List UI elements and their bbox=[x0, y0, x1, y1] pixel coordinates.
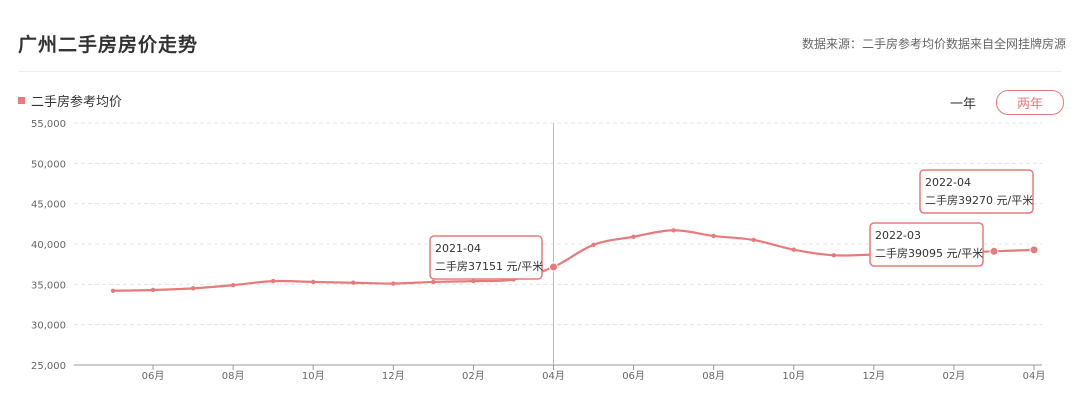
range-toggle: 一年 两年 bbox=[946, 90, 1064, 115]
tooltip-box bbox=[429, 235, 543, 280]
data-point[interactable] bbox=[791, 247, 796, 252]
y-tick-label: 45,000 bbox=[31, 200, 66, 211]
header-divider bbox=[18, 71, 1062, 72]
tooltip-value: 二手房37151 元/平米 bbox=[435, 259, 543, 273]
data-point[interactable] bbox=[711, 233, 716, 239]
data-point[interactable] bbox=[831, 253, 836, 258]
data-point[interactable] bbox=[150, 287, 156, 293]
x-tick-label: 06月 bbox=[142, 370, 165, 382]
tooltip-date: 2021-04 bbox=[435, 242, 481, 255]
x-tick-label: 10月 bbox=[782, 370, 805, 382]
y-tick-label: 35,000 bbox=[31, 280, 66, 291]
x-tick-label: 08月 bbox=[222, 370, 245, 382]
data-point[interactable] bbox=[110, 288, 116, 293]
x-tick-label: 02月 bbox=[462, 370, 485, 382]
x-tick-label: 08月 bbox=[702, 370, 725, 382]
x-tick-label: 12月 bbox=[382, 370, 405, 382]
y-tick-label: 55,000 bbox=[31, 119, 66, 130]
tooltip-date: 2022-03 bbox=[875, 229, 921, 242]
x-tick-label: 12月 bbox=[862, 370, 885, 382]
tooltip-box bbox=[919, 169, 1034, 214]
data-point[interactable] bbox=[431, 279, 436, 285]
data-point[interactable] bbox=[351, 280, 356, 285]
data-point[interactable] bbox=[1029, 245, 1039, 255]
tooltip-value: 二手房39270 元/平米 bbox=[925, 193, 1033, 207]
legend-swatch bbox=[18, 97, 25, 104]
data-point[interactable] bbox=[230, 282, 236, 288]
y-tick-label: 40,000 bbox=[31, 240, 66, 251]
data-point[interactable] bbox=[751, 237, 756, 243]
x-tick-label: 04月 bbox=[1023, 370, 1046, 382]
data-point[interactable] bbox=[190, 286, 196, 291]
x-tick-label: 04月 bbox=[542, 370, 565, 382]
range-two-year-button[interactable]: 两年 bbox=[995, 90, 1064, 115]
chart-legend[interactable]: 二手房参考均价 bbox=[18, 91, 122, 110]
data-point[interactable] bbox=[591, 242, 596, 248]
x-tick-label: 06月 bbox=[622, 370, 645, 382]
chart-header: 广州二手房房价走势 数据来源：二手房参考均价数据来自全网挂牌房源 bbox=[0, 0, 1080, 72]
tooltip-date: 2022-04 bbox=[925, 176, 971, 189]
data-point[interactable] bbox=[311, 279, 316, 285]
y-tick-label: 50,000 bbox=[31, 159, 66, 170]
data-point[interactable] bbox=[989, 246, 999, 256]
legend-label: 二手房参考均价 bbox=[31, 95, 123, 110]
data-source-note: 数据来源：二手房参考均价数据来自全网挂牌房源 bbox=[801, 37, 1066, 51]
range-one-year-button[interactable]: 一年 bbox=[949, 97, 976, 112]
data-point[interactable] bbox=[270, 278, 276, 284]
data-point[interactable] bbox=[631, 234, 636, 239]
data-point[interactable] bbox=[391, 281, 396, 286]
data-point[interactable] bbox=[671, 228, 676, 233]
data-point[interactable] bbox=[471, 278, 476, 284]
y-tick-label: 30,000 bbox=[31, 321, 66, 332]
x-tick-label: 10月 bbox=[302, 370, 325, 382]
page-title: 广州二手房房价走势 bbox=[18, 34, 199, 56]
tooltip-value: 二手房39095 元/平米 bbox=[875, 246, 983, 260]
tooltip-box bbox=[869, 222, 984, 267]
data-point[interactable] bbox=[548, 262, 558, 272]
x-tick-label: 02月 bbox=[943, 370, 966, 382]
y-tick-label: 25,000 bbox=[31, 361, 66, 372]
